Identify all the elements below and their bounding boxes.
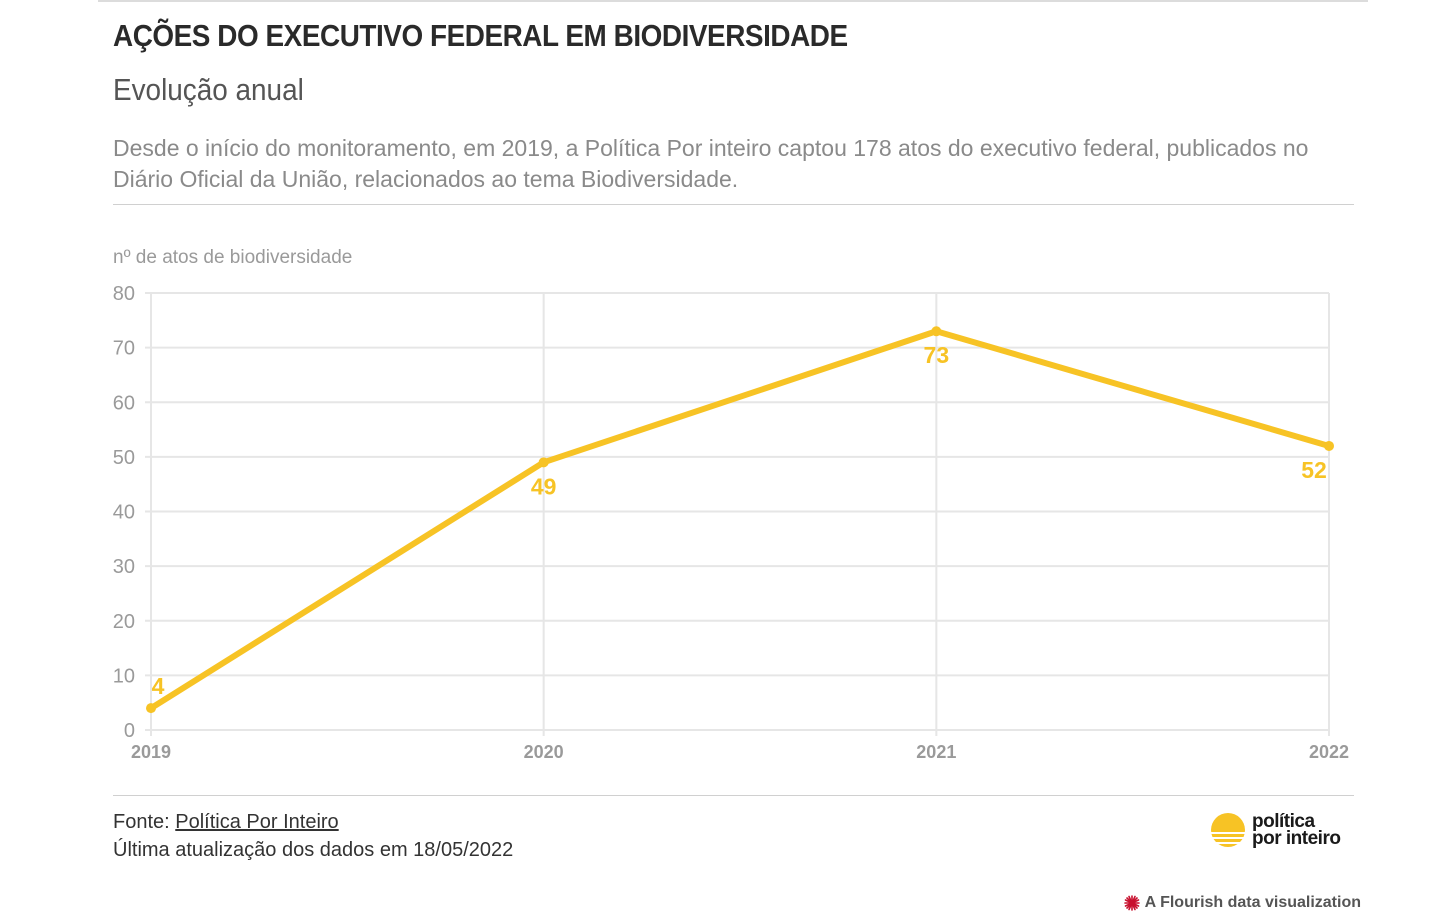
flourish-credit-text: A Flourish data visualization	[1144, 894, 1361, 911]
logo-line-2: por inteiro	[1252, 828, 1341, 849]
politica-por-inteiro-logo: política por inteiro	[1210, 811, 1341, 849]
top-divider	[98, 0, 1368, 2]
x-axis-ticks: 2019 2020 2021 2022	[131, 742, 1349, 762]
y-tick-label: 80	[113, 283, 135, 305]
chart-title: AÇÕES DO EXECUTIVO FEDERAL EM BIODIVERSI…	[113, 18, 848, 53]
y-tick-label: 40	[113, 502, 135, 524]
source-line: Fonte: Política Por Inteiro	[113, 808, 513, 836]
data-point-2019	[146, 703, 156, 714]
data-point-2020	[538, 457, 549, 468]
y-tick-label: 50	[113, 447, 135, 469]
y-tick-label: 10	[113, 665, 135, 687]
x-tick-label: 2020	[524, 742, 564, 762]
last-updated: Última atualização dos dados em 18/05/20…	[113, 839, 514, 861]
chart-description: Desde o início do monitoramento, em 2019…	[113, 135, 1309, 192]
data-label-2022: 52	[1301, 457, 1327, 483]
x-tick-label: 2019	[131, 742, 171, 762]
logo-wordmark: política por inteiro	[1252, 811, 1341, 849]
x-tick-label: 2021	[916, 742, 956, 762]
header-divider	[113, 204, 1354, 205]
logo-line-1: política	[1252, 811, 1315, 832]
flourish-star-icon	[1123, 895, 1140, 911]
data-label-2019: 4	[152, 673, 165, 699]
data-point-2022	[1324, 440, 1334, 451]
y-tick-label: 60	[113, 392, 135, 414]
sun-logo-icon	[1211, 813, 1245, 847]
source-prefix: Fonte:	[113, 811, 176, 833]
y-axis-title: nº de atos de biodiversidade	[113, 247, 353, 268]
footer-divider	[113, 795, 1354, 796]
x-tick-label: 2022	[1309, 742, 1349, 762]
series-line	[148, 328, 1332, 712]
y-tick-label: 0	[124, 720, 135, 742]
y-axis-ticks: 0 10 20 30 40 50 60 70 80	[113, 283, 135, 742]
horizontal-gridlines	[145, 292, 1329, 731]
vertical-gridlines	[150, 293, 1330, 736]
footer: Fonte: Política Por Inteiro Última atual…	[113, 808, 513, 864]
data-label-2021: 73	[924, 342, 950, 368]
flourish-credit[interactable]: A Flourish data visualization	[1123, 894, 1361, 912]
y-tick-label: 70	[113, 338, 135, 360]
y-tick-label: 30	[113, 556, 135, 578]
line-chart: 0 10 20 30 40 50 60 70 80 2019 2020 2021 2022 4 49 73…	[113, 283, 1349, 762]
source-link[interactable]: Política Por Inteiro	[175, 811, 339, 833]
y-tick-label: 20	[113, 611, 135, 633]
data-points	[146, 326, 1334, 714]
data-point-2021	[931, 326, 942, 337]
chart-subtitle: Evolução anual	[113, 72, 304, 107]
data-labels: 4 49 73 52	[152, 342, 1327, 699]
data-label-2020: 49	[531, 473, 557, 499]
